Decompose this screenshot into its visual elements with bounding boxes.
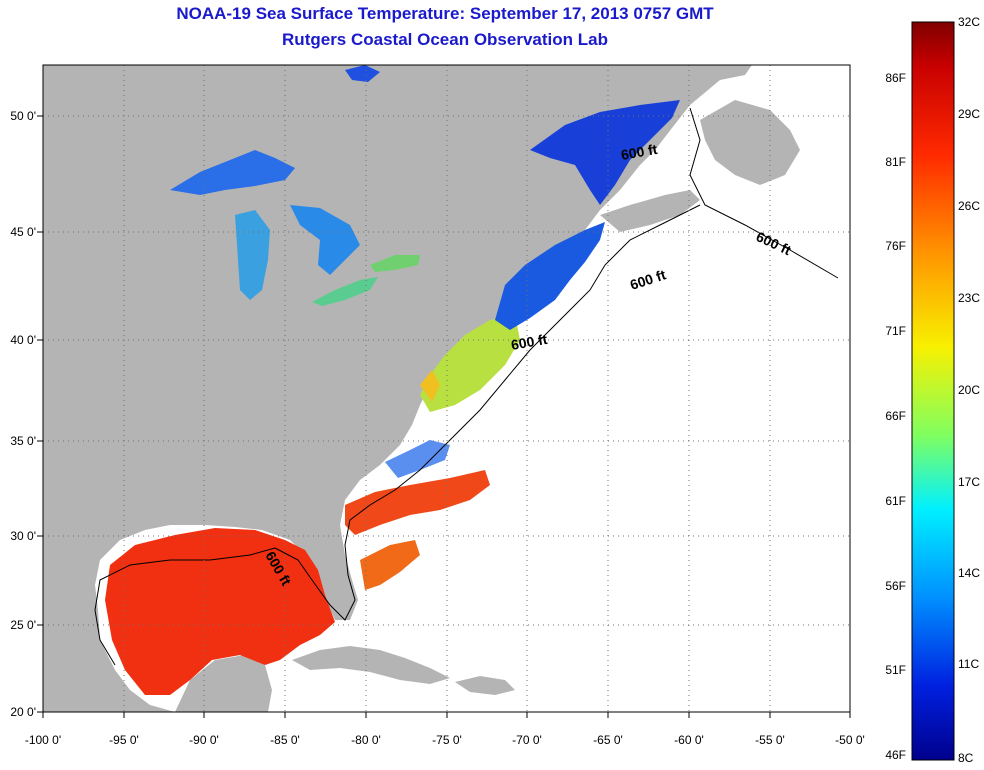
colorbar-ticks: 32C 29C 26C 23C 20C 17C 14C 11C 8C 86F 81F 76F 71F 66… bbox=[885, 15, 980, 765]
lon-tick-label: -100 0' bbox=[25, 733, 61, 747]
colorbar-celsius-label: 26C bbox=[958, 199, 980, 213]
contour-label-4: 600 ft bbox=[510, 331, 549, 353]
lon-tick-label: -75 0' bbox=[432, 733, 462, 747]
sst-gulf-st-lawrence bbox=[530, 100, 680, 205]
colorbar-fahrenheit-label: 81F bbox=[885, 155, 906, 169]
land-nova-scotia bbox=[600, 190, 700, 232]
latitude-ticks: 50 0' 45 0' 40 0' 35 0' 30 0' 25 0' 20 0' bbox=[10, 109, 43, 719]
lat-tick-label: 50 0' bbox=[10, 109, 36, 123]
lon-tick-label: -80 0' bbox=[351, 733, 381, 747]
lon-tick-label: -60 0' bbox=[674, 733, 704, 747]
sst-hudson-bay-edge bbox=[345, 65, 380, 82]
lon-tick-label: -50 0' bbox=[835, 733, 865, 747]
contour-600ft bbox=[94, 107, 839, 666]
map-title: NOAA-19 Sea Surface Temperature: Septemb… bbox=[176, 4, 714, 23]
colorbar-fahrenheit-label: 86F bbox=[885, 71, 906, 85]
colorbar-fahrenheit-label: 76F bbox=[885, 239, 906, 253]
colorbar-celsius-label: 29C bbox=[958, 107, 980, 121]
land-north-america bbox=[43, 65, 752, 712]
lake-huron bbox=[290, 205, 360, 275]
sst-chesapeake bbox=[420, 370, 440, 402]
lake-superior bbox=[170, 150, 295, 195]
lat-tick-label: 30 0' bbox=[10, 529, 36, 543]
lat-tick-label: 45 0' bbox=[10, 225, 36, 239]
colorbar-fahrenheit-label: 71F bbox=[885, 324, 906, 338]
lat-tick-label: 25 0' bbox=[10, 618, 36, 632]
sst-mid-atlantic bbox=[420, 315, 520, 412]
colorbar-fahrenheit-label: 61F bbox=[885, 494, 906, 508]
colorbar-fahrenheit-label: 66F bbox=[885, 409, 906, 423]
colorbar-fahrenheit-label: 56F bbox=[885, 579, 906, 593]
colorbar-fahrenheit-label: 51F bbox=[885, 663, 906, 677]
sst-new-england bbox=[495, 222, 605, 330]
lon-tick-label: -65 0' bbox=[593, 733, 623, 747]
contour-label-1: 600 ft bbox=[620, 141, 659, 163]
land-newfoundland bbox=[700, 100, 800, 185]
lat-tick-label: 35 0' bbox=[10, 434, 36, 448]
colorbar-celsius-label: 14C bbox=[958, 566, 980, 580]
colorbar-celsius-label: 23C bbox=[958, 291, 980, 305]
sst-florida-straits bbox=[360, 540, 420, 590]
sst-southeast-coast bbox=[385, 440, 450, 478]
colorbar-celsius-label: 32C bbox=[958, 15, 980, 29]
land-yucatan bbox=[175, 655, 272, 712]
colorbar-celsius-label: 20C bbox=[958, 383, 980, 397]
colorbar-celsius-label: 11C bbox=[958, 657, 979, 671]
map-subtitle: Rutgers Coastal Ocean Observation Lab bbox=[282, 30, 608, 49]
sst-gulf-stream bbox=[345, 470, 490, 535]
lake-ontario bbox=[370, 255, 420, 272]
sst-gulf-of-mexico bbox=[105, 528, 335, 695]
lon-tick-label: -55 0' bbox=[755, 733, 785, 747]
lat-tick-label: 40 0' bbox=[10, 333, 36, 347]
colorbar-celsius-label: 17C bbox=[958, 475, 980, 489]
colorbar-fahrenheit-label: 46F bbox=[885, 748, 906, 762]
longitude-ticks: -100 0' -95 0' -90 0' -85 0' -80 0' -75 0' -70… bbox=[25, 712, 865, 747]
lon-tick-label: -90 0' bbox=[189, 733, 219, 747]
colorbar-celsius-label: 8C bbox=[958, 751, 974, 765]
lat-tick-label: 20 0' bbox=[10, 705, 36, 719]
colorbar bbox=[911, 21, 955, 761]
land-cuba bbox=[292, 646, 450, 684]
lon-tick-label: -85 0' bbox=[270, 733, 300, 747]
lon-tick-label: -95 0' bbox=[109, 733, 139, 747]
lon-tick-label: -70 0' bbox=[512, 733, 542, 747]
lake-erie bbox=[312, 277, 378, 306]
land-hispaniola bbox=[455, 676, 515, 695]
